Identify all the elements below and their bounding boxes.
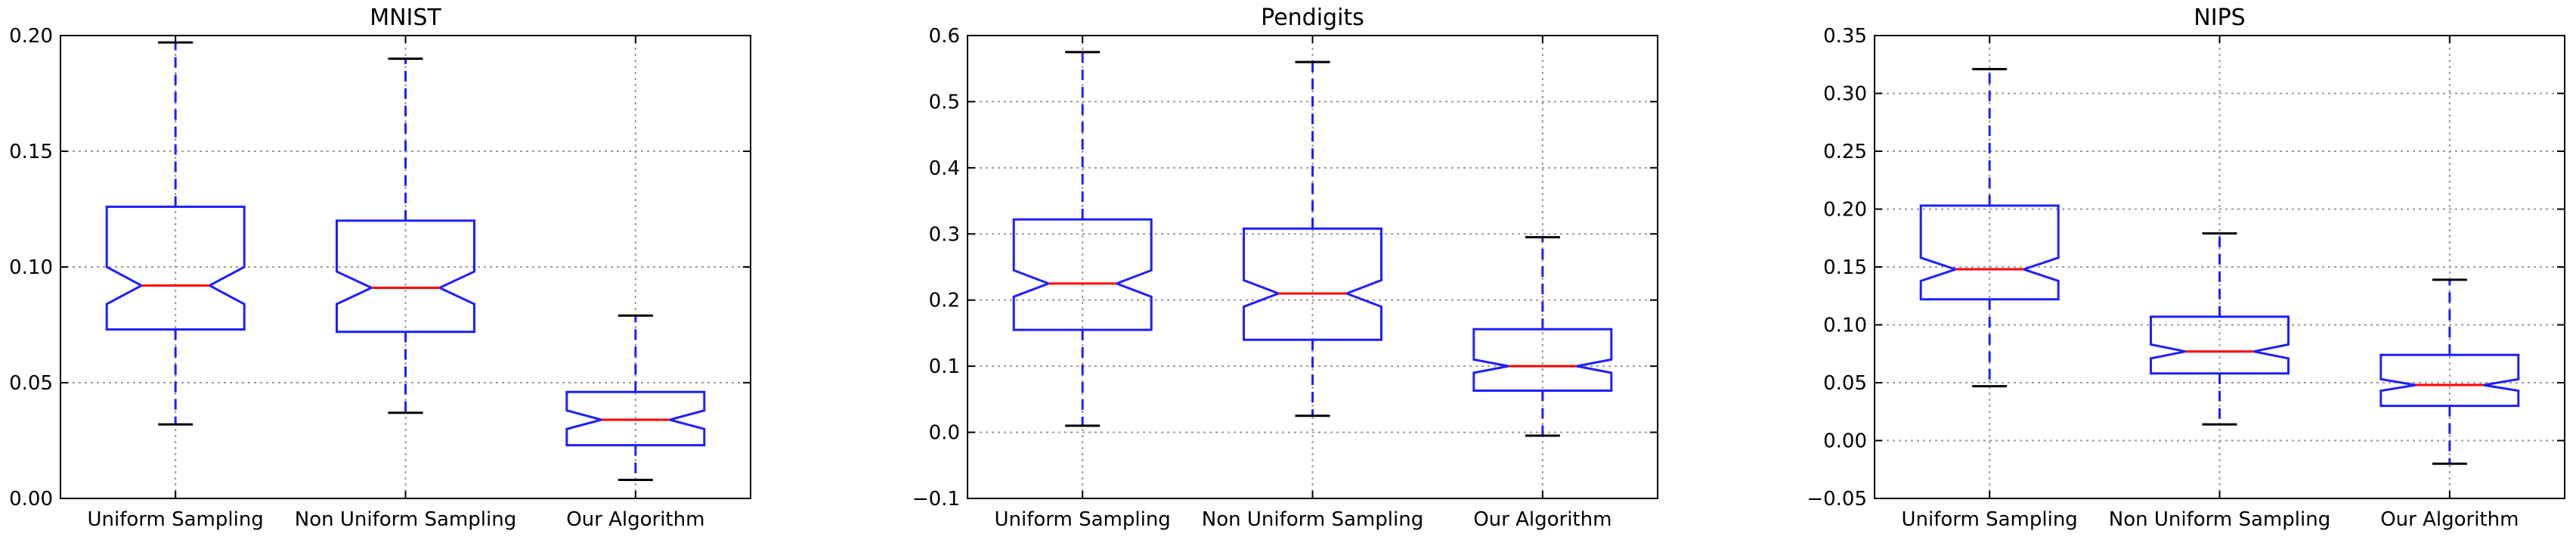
xtick-label: Uniform Sampling <box>88 508 264 531</box>
ytick-label: 0.00 <box>9 488 53 511</box>
xtick-label: Our Algorithm <box>1473 508 1612 531</box>
ytick-label: −0.05 <box>1807 488 1867 511</box>
box-2 <box>1243 61 1382 417</box>
box-body <box>565 390 706 447</box>
chart-title: Pendigits <box>1261 5 1364 31</box>
ytick-label: 0.4 <box>929 157 960 180</box>
box-body <box>2379 353 2520 408</box>
box-body <box>1243 227 1382 341</box>
chart-title: MNIST <box>370 5 441 31</box>
ytick-label: 0.25 <box>1823 141 1867 163</box>
xtick-label: Non Uniform Sampling <box>1202 508 1423 531</box>
xtick-label: Our Algorithm <box>566 508 704 531</box>
ytick-label: 0.3 <box>929 223 960 246</box>
box-body <box>336 219 475 334</box>
ytick-label: 0.2 <box>929 290 960 312</box>
ytick-label: 0.15 <box>1823 256 1867 279</box>
subplot-nips: −0.05 0.00 0.05 0.10 0.15 0.20 0.25 0.30 0.35 Uni… <box>1807 5 2565 531</box>
subplot-mnist: 0.00 0.05 0.10 0.15 0.20 Uniform Sampling Non … <box>9 5 751 531</box>
chart-title: NIPS <box>2194 5 2245 31</box>
box-3 <box>2379 278 2520 465</box>
box-body <box>1012 218 1153 331</box>
ytick-label: 0.20 <box>1823 199 1867 222</box>
box-1 <box>105 41 246 426</box>
box-body <box>2150 315 2290 375</box>
ytick-label: 0.0 <box>929 422 960 445</box>
xtick-label: Non Uniform Sampling <box>295 508 516 531</box>
ytick-label: 0.30 <box>1823 83 1867 106</box>
xtick-label: Uniform Sampling <box>995 508 1171 531</box>
ytick-label: 0.00 <box>1823 430 1867 453</box>
box-1 <box>1012 51 1153 427</box>
ytick-label: −0.1 <box>912 488 960 511</box>
xtick-label: Non Uniform Sampling <box>2109 508 2330 531</box>
ytick-label: 0.6 <box>929 25 960 48</box>
xtick-label: Uniform Sampling <box>1902 508 2078 531</box>
box-body <box>1472 327 1613 392</box>
box-2 <box>2150 232 2290 426</box>
ytick-label: 0.1 <box>929 355 960 378</box>
ytick-label: 0.10 <box>1823 315 1867 337</box>
xtick-label: Our Algorithm <box>2380 508 2519 531</box>
box-2 <box>336 57 475 414</box>
box-body <box>1919 204 2060 301</box>
ytick-label: 0.5 <box>929 91 960 113</box>
box-3 <box>565 314 706 482</box>
ytick-label: 0.15 <box>9 141 53 163</box>
ytick-label: 0.20 <box>9 25 53 48</box>
ytick-label: 0.05 <box>9 372 53 395</box>
ytick-label: 0.05 <box>1823 372 1867 395</box>
box-1 <box>1919 67 2060 388</box>
ytick-label: 0.35 <box>1823 25 1867 48</box>
subplot-pendigits: −0.1 0.0 0.1 0.2 0.3 0.4 0.5 0.6 Uniform Samplin… <box>912 5 1658 531</box>
box-3 <box>1472 236 1613 437</box>
box-body <box>105 205 246 331</box>
ytick-label: 0.10 <box>9 256 53 279</box>
